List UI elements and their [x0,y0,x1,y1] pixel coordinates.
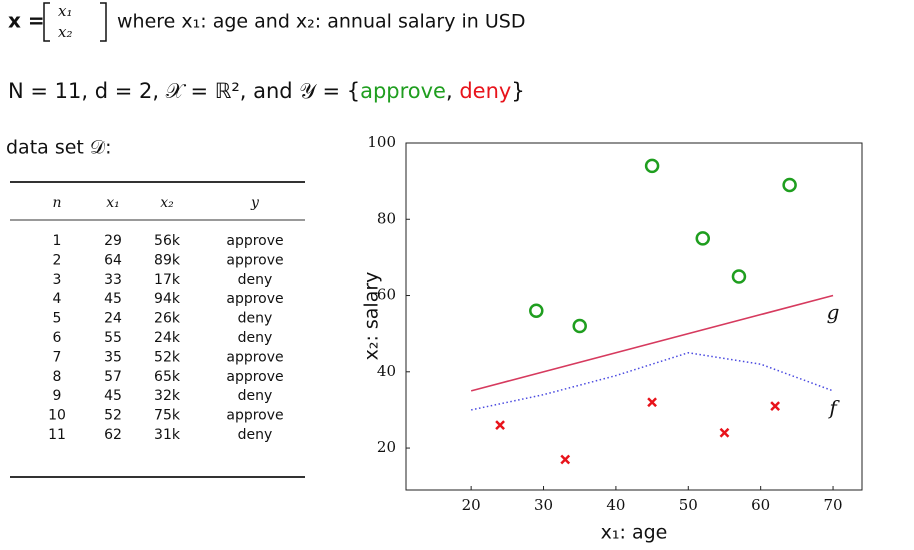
table-cell: 2 [53,252,62,268]
point [529,303,544,319]
vector-entry: x₁ [58,2,72,20]
x-axis-label: x₁: age [601,522,668,544]
y-tick-label: 60 [377,286,396,304]
table-cell: 64 [104,252,122,268]
table-cell: 52k [154,349,181,365]
table-cell: 24 [104,311,122,327]
curve-label: f [827,395,840,419]
point [695,231,711,246]
table-cell: 89k [154,252,181,268]
table-cell: 17k [154,272,181,288]
point [782,177,797,193]
setup-line: N = 11, d = 2, 𝒳 = ℝ², and 𝒴 = {approve,… [8,79,525,103]
setup-part: approve [360,79,446,103]
table-cell: 26k [154,311,181,327]
curve [470,294,834,392]
table-cell: 10 [48,408,66,424]
setup-part: , [446,79,459,103]
table-cell: 1 [53,233,62,249]
table-cell: 24k [154,330,181,346]
x-tick-label: 20 [462,496,481,514]
description: where x₁: age and x₂: annual salary in U… [117,11,525,33]
table-cell: 29 [104,233,122,249]
x-tick-label: 60 [751,496,770,514]
x-tick-label: 50 [679,496,698,514]
vector-bracket [43,2,107,42]
vector-lhs: x = [8,9,45,33]
point [560,454,571,465]
column-header: y [250,195,260,211]
y-tick-label: 80 [377,209,396,227]
table-cell: 33 [104,272,122,288]
plot-frame [405,142,863,491]
table-cell: 6 [53,330,62,346]
table-cell: 11 [48,427,66,443]
point [719,427,730,438]
setup-part: N = 11, d = 2, 𝒳 = ℝ², and 𝒴 = { [8,79,360,103]
column-header: x₂ [160,195,174,211]
table-cell: 3 [53,272,62,288]
x-tick-label: 40 [606,496,625,514]
point [644,158,660,174]
y-tick-label: 20 [377,438,396,456]
column-header: x₁ [106,195,120,211]
table-cell: approve [226,369,283,385]
table-cell: 65k [154,369,181,385]
table-cell: 5 [53,311,62,327]
table-cell: 75k [154,408,181,424]
table-cell: 55 [104,330,122,346]
table-cell: 62 [104,427,122,443]
point [731,269,747,284]
x-tick-label: 70 [824,496,843,514]
table-cell: approve [226,291,283,307]
table-cell: 45 [104,291,122,307]
y-tick-label: 40 [377,362,396,380]
vector-entry: x₂ [58,23,72,41]
table-cell: approve [226,233,283,249]
table-cell: 32k [154,388,181,404]
setup-part: deny [459,79,511,103]
table-cell: 56k [154,233,181,249]
curve-label: g [827,300,840,324]
x-tick-label: 30 [534,496,553,514]
point [770,401,781,411]
table-cell: 9 [53,388,62,404]
table-cell: 35 [104,349,122,365]
column-header: n [52,195,61,211]
table-cell: deny [238,330,273,346]
table-cell: 7 [53,349,62,365]
point [495,420,505,431]
setup-part: } [511,79,524,103]
y-axis-label: x₂: salary [361,272,383,361]
point [572,318,587,334]
data-set-label: data set 𝒟: [6,137,111,159]
table-cell: deny [238,388,273,404]
table-cell: deny [238,272,273,288]
table-cell: deny [238,311,273,327]
point [647,397,657,408]
table-cell: approve [226,252,283,268]
table-cell: approve [226,349,283,365]
table-cell: 94k [154,291,181,307]
y-tick-label: 100 [367,133,396,151]
table-cell: 31k [154,427,181,443]
table-cell: 57 [104,369,122,385]
table-cell: 4 [53,291,62,307]
table-cell: approve [226,408,283,424]
table-cell: deny [238,427,273,443]
table-cell: 8 [53,369,62,385]
table-cell: 45 [104,388,122,404]
table-cell: 52 [104,408,122,424]
